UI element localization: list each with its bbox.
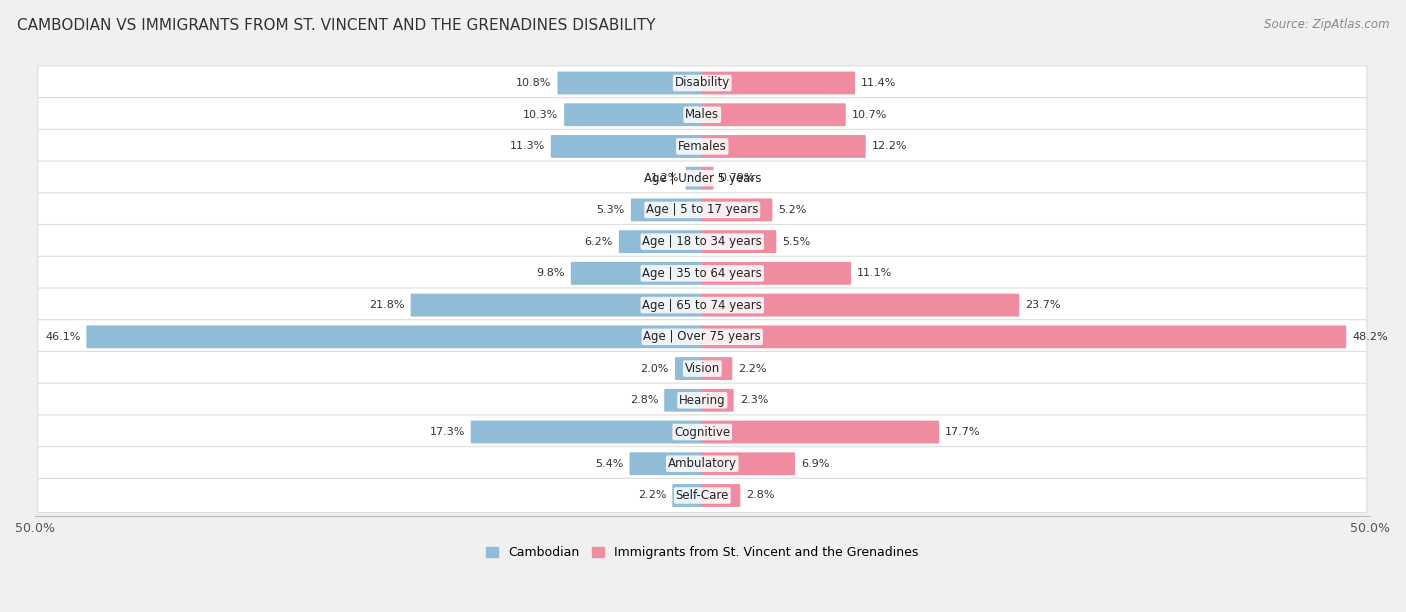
Text: 23.7%: 23.7% [1025, 300, 1060, 310]
FancyBboxPatch shape [702, 166, 713, 190]
FancyBboxPatch shape [702, 294, 1019, 316]
FancyBboxPatch shape [702, 135, 866, 158]
FancyBboxPatch shape [564, 103, 703, 126]
Text: 2.8%: 2.8% [747, 490, 775, 501]
FancyBboxPatch shape [702, 230, 776, 253]
Text: 10.3%: 10.3% [523, 110, 558, 120]
FancyBboxPatch shape [38, 319, 1367, 354]
Text: Cognitive: Cognitive [675, 425, 730, 439]
FancyBboxPatch shape [702, 262, 851, 285]
Text: Ambulatory: Ambulatory [668, 457, 737, 470]
Text: 1.2%: 1.2% [651, 173, 679, 183]
FancyBboxPatch shape [630, 452, 703, 475]
Text: 11.3%: 11.3% [509, 141, 544, 151]
Text: 6.9%: 6.9% [801, 459, 830, 469]
FancyBboxPatch shape [38, 383, 1367, 417]
FancyBboxPatch shape [702, 72, 855, 94]
FancyBboxPatch shape [38, 193, 1367, 227]
FancyBboxPatch shape [86, 326, 703, 348]
FancyBboxPatch shape [411, 294, 703, 316]
Text: CAMBODIAN VS IMMIGRANTS FROM ST. VINCENT AND THE GRENADINES DISABILITY: CAMBODIAN VS IMMIGRANTS FROM ST. VINCENT… [17, 18, 655, 34]
Text: Females: Females [678, 140, 727, 153]
Text: Age | 5 to 17 years: Age | 5 to 17 years [647, 203, 758, 217]
Text: 2.3%: 2.3% [740, 395, 768, 405]
FancyBboxPatch shape [38, 288, 1367, 323]
Text: Hearing: Hearing [679, 394, 725, 407]
Text: Age | Under 5 years: Age | Under 5 years [644, 172, 761, 185]
FancyBboxPatch shape [38, 97, 1367, 132]
FancyBboxPatch shape [551, 135, 703, 158]
FancyBboxPatch shape [38, 351, 1367, 386]
Text: 5.4%: 5.4% [595, 459, 623, 469]
Text: 2.2%: 2.2% [738, 364, 766, 373]
Text: 9.8%: 9.8% [536, 269, 565, 278]
Legend: Cambodian, Immigrants from St. Vincent and the Grenadines: Cambodian, Immigrants from St. Vincent a… [481, 541, 924, 564]
FancyBboxPatch shape [702, 484, 741, 507]
FancyBboxPatch shape [38, 66, 1367, 100]
FancyBboxPatch shape [702, 326, 1346, 348]
Text: Disability: Disability [675, 76, 730, 89]
FancyBboxPatch shape [38, 256, 1367, 291]
FancyBboxPatch shape [702, 420, 939, 444]
Text: 12.2%: 12.2% [872, 141, 907, 151]
FancyBboxPatch shape [557, 72, 703, 94]
FancyBboxPatch shape [619, 230, 703, 253]
Text: 5.3%: 5.3% [596, 205, 624, 215]
FancyBboxPatch shape [471, 420, 703, 444]
FancyBboxPatch shape [38, 225, 1367, 259]
Text: Age | 65 to 74 years: Age | 65 to 74 years [643, 299, 762, 312]
Text: 48.2%: 48.2% [1353, 332, 1388, 342]
FancyBboxPatch shape [702, 452, 794, 475]
Text: 21.8%: 21.8% [370, 300, 405, 310]
Text: 0.79%: 0.79% [720, 173, 755, 183]
FancyBboxPatch shape [686, 166, 703, 190]
Text: 11.4%: 11.4% [860, 78, 897, 88]
Text: Age | 18 to 34 years: Age | 18 to 34 years [643, 235, 762, 248]
Text: 5.2%: 5.2% [779, 205, 807, 215]
Text: Source: ZipAtlas.com: Source: ZipAtlas.com [1264, 18, 1389, 31]
Text: 17.7%: 17.7% [945, 427, 980, 437]
FancyBboxPatch shape [571, 262, 703, 285]
FancyBboxPatch shape [702, 103, 846, 126]
FancyBboxPatch shape [38, 447, 1367, 481]
Text: 5.5%: 5.5% [782, 237, 811, 247]
FancyBboxPatch shape [672, 484, 703, 507]
FancyBboxPatch shape [664, 389, 703, 412]
Text: 17.3%: 17.3% [429, 427, 465, 437]
FancyBboxPatch shape [38, 415, 1367, 449]
Text: 2.0%: 2.0% [641, 364, 669, 373]
Text: Males: Males [685, 108, 720, 121]
Text: 10.8%: 10.8% [516, 78, 551, 88]
Text: 46.1%: 46.1% [45, 332, 80, 342]
FancyBboxPatch shape [38, 479, 1367, 513]
FancyBboxPatch shape [702, 389, 734, 412]
Text: 6.2%: 6.2% [585, 237, 613, 247]
Text: Self-Care: Self-Care [675, 489, 728, 502]
FancyBboxPatch shape [38, 129, 1367, 163]
FancyBboxPatch shape [702, 357, 733, 380]
Text: 11.1%: 11.1% [858, 269, 893, 278]
Text: Age | Over 75 years: Age | Over 75 years [644, 330, 761, 343]
FancyBboxPatch shape [631, 198, 703, 222]
Text: Vision: Vision [685, 362, 720, 375]
FancyBboxPatch shape [38, 161, 1367, 195]
Text: 2.8%: 2.8% [630, 395, 658, 405]
Text: 10.7%: 10.7% [852, 110, 887, 120]
FancyBboxPatch shape [675, 357, 703, 380]
Text: 2.2%: 2.2% [638, 490, 666, 501]
Text: Age | 35 to 64 years: Age | 35 to 64 years [643, 267, 762, 280]
FancyBboxPatch shape [702, 198, 772, 222]
